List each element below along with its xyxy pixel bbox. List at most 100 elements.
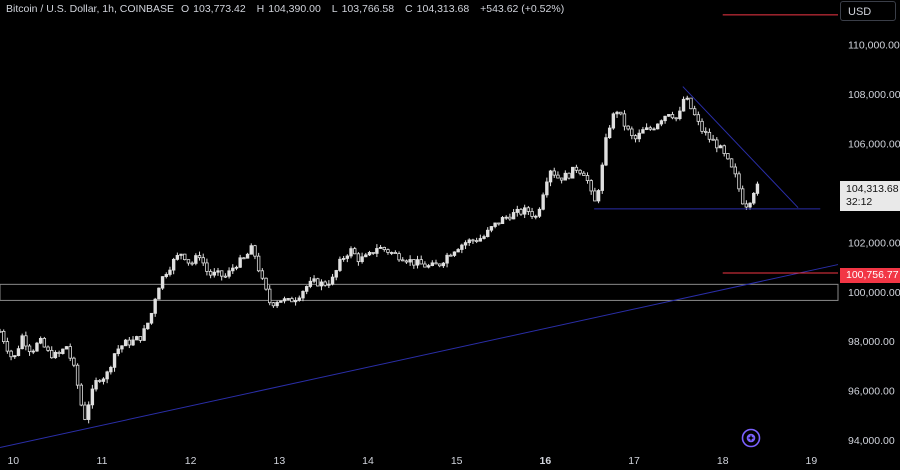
candle-body	[737, 173, 741, 190]
candle-body	[419, 259, 423, 265]
candle-body	[593, 190, 597, 202]
candle-body	[356, 253, 361, 263]
candle-body	[486, 229, 490, 237]
candle-body	[238, 257, 242, 268]
price-axis-label: 96,000.00	[848, 386, 895, 398]
time-axis-label: 15	[451, 455, 463, 467]
candle-body	[437, 263, 442, 267]
candle-body	[219, 270, 224, 277]
candle-body	[604, 137, 608, 166]
candle-body	[341, 258, 346, 260]
chart-legend: Bitcoin / U.S. Dollar, 1h, COINBASE O 103…	[6, 3, 568, 15]
candle-body	[275, 301, 279, 307]
candle-body	[707, 131, 712, 140]
candle-body	[567, 172, 571, 179]
currency-button[interactable]: USD	[840, 1, 896, 21]
candle-body	[0, 330, 2, 333]
candle-body	[345, 255, 350, 259]
candle-body	[201, 257, 205, 264]
candle-body	[286, 298, 290, 300]
candle-body	[53, 351, 58, 359]
candle-body	[637, 132, 641, 140]
candle-body	[696, 114, 701, 122]
tradingview-logo-icon[interactable]	[741, 428, 761, 448]
candle-body	[271, 302, 276, 307]
candle-body	[375, 248, 379, 254]
candle-body	[471, 239, 475, 242]
candle-body	[223, 275, 228, 278]
candle-body	[589, 180, 593, 192]
candle-body	[500, 217, 505, 225]
candle-body	[412, 259, 416, 266]
candle-body	[109, 366, 113, 373]
price-axis-label: 106,000.00	[848, 138, 900, 150]
candle-body	[652, 128, 656, 131]
candle-body	[2, 330, 6, 342]
candle-body	[194, 255, 198, 264]
support-trendline	[0, 264, 839, 449]
candle-body	[308, 280, 313, 287]
candle-body	[641, 129, 645, 134]
candle-body	[327, 283, 331, 286]
candle-body	[279, 300, 283, 303]
candle-body	[227, 270, 231, 277]
candle-body	[463, 242, 468, 246]
candle-body	[430, 262, 434, 266]
candle-body	[157, 287, 161, 300]
candle-body	[386, 249, 390, 253]
candle-body	[689, 97, 693, 110]
candle-body	[626, 125, 630, 130]
time-axis-label: 10	[7, 455, 19, 467]
candle-body	[563, 172, 568, 181]
candle-body	[105, 371, 109, 380]
candle-body	[401, 259, 405, 262]
candle-body	[482, 236, 486, 239]
candle-body	[101, 378, 106, 382]
candle-body	[164, 274, 168, 277]
price-axis-label: 110,000.00	[848, 40, 900, 52]
candle-body	[282, 298, 287, 302]
candle-body	[397, 253, 401, 261]
candle-body	[127, 339, 132, 346]
candle-body	[663, 115, 667, 122]
candle-body	[16, 348, 21, 357]
candle-body	[445, 254, 449, 264]
candle-body	[674, 117, 678, 120]
symbol-title[interactable]: Bitcoin / U.S. Dollar, 1h, COINBASE	[6, 3, 175, 15]
candle-body	[600, 164, 604, 191]
candle-body	[541, 194, 545, 210]
candle-body	[245, 253, 250, 259]
candle-body	[522, 207, 527, 215]
candle-body	[715, 139, 719, 149]
candle-body	[9, 350, 13, 358]
ohlc-close: C 104,313.68	[405, 3, 470, 15]
candle-body	[149, 312, 154, 324]
candle-body	[290, 298, 294, 303]
time-axis-label: 12	[185, 455, 197, 467]
candle-body	[183, 253, 187, 261]
candle-body	[367, 252, 372, 256]
candle-body	[179, 253, 183, 256]
candle-body	[619, 111, 623, 115]
price-axis-label: 98,000.00	[848, 336, 895, 348]
candle-body	[378, 246, 383, 249]
descending-trendline	[682, 86, 799, 209]
candle-body	[160, 276, 165, 289]
candle-body	[519, 208, 523, 215]
candle-body	[75, 364, 80, 386]
candle-body	[704, 130, 708, 133]
alert-price-badge[interactable]: 100,756.77	[840, 268, 900, 283]
candle-body	[493, 222, 497, 227]
candle-body	[607, 127, 612, 139]
candle-body	[319, 281, 324, 287]
candle-body	[304, 286, 309, 292]
candle-body	[382, 246, 386, 251]
time-axis-label: 19	[806, 455, 818, 467]
candle-body	[393, 252, 398, 255]
time-axis-label: 13	[273, 455, 285, 467]
candle-body	[748, 202, 752, 208]
candle-body	[404, 260, 409, 263]
candle-body	[293, 300, 298, 303]
candle-body	[655, 123, 660, 130]
